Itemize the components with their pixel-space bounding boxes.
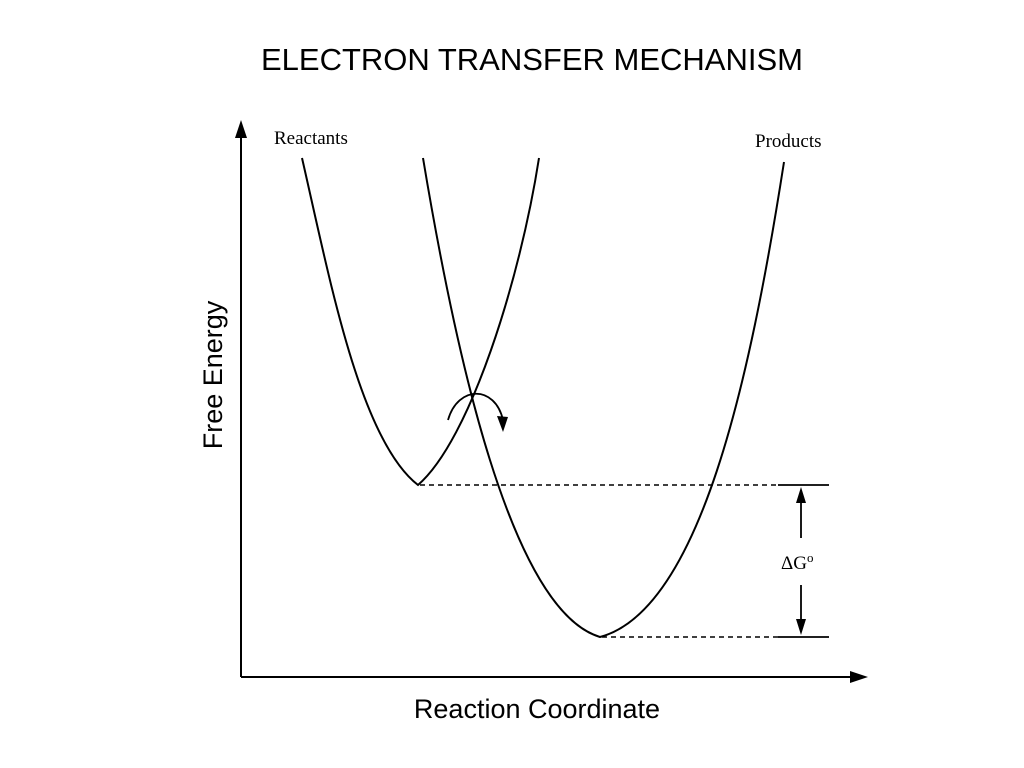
delta-g-arrowhead-down <box>796 619 806 635</box>
curved-arrow-head <box>497 416 508 432</box>
delta-g-superscript: o <box>807 550 814 565</box>
x-axis-label: Reaction Coordinate <box>414 694 660 724</box>
curved-arrow-icon <box>447 393 504 421</box>
y-axis-label: Free Energy <box>198 300 228 449</box>
products-label: Products <box>755 131 822 152</box>
product-curve <box>422 157 785 639</box>
reactant-curve <box>301 157 540 487</box>
x-axis-arrowhead <box>850 671 868 683</box>
page-title: ELECTRON TRANSFER MECHANISM <box>261 42 803 77</box>
reactants-label: Reactants <box>274 128 348 149</box>
y-axis-arrowhead <box>235 120 247 138</box>
delta-g-label: ΔGo <box>781 550 813 574</box>
delta-g-arrowhead-up <box>796 487 806 503</box>
delta-g-symbol: ΔG <box>781 553 807 574</box>
